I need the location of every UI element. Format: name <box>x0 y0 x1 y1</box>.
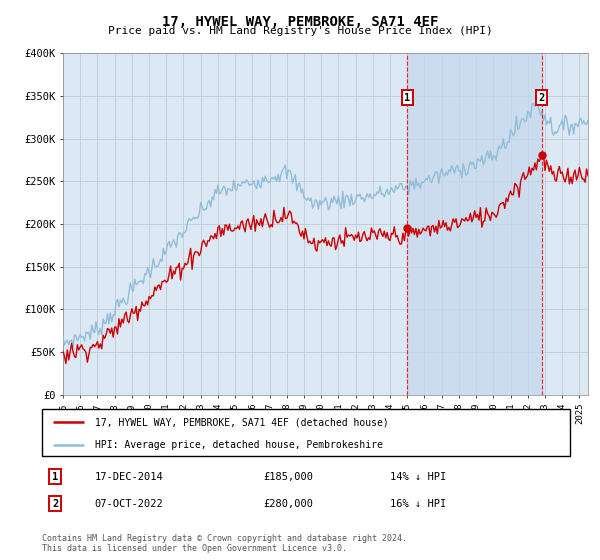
Text: 2: 2 <box>538 92 545 102</box>
Text: 16% ↓ HPI: 16% ↓ HPI <box>391 498 447 508</box>
Text: HPI: Average price, detached house, Pembrokeshire: HPI: Average price, detached house, Pemb… <box>95 440 383 450</box>
Text: Price paid vs. HM Land Registry's House Price Index (HPI): Price paid vs. HM Land Registry's House … <box>107 26 493 36</box>
Text: £185,000: £185,000 <box>264 472 314 482</box>
Text: 14% ↓ HPI: 14% ↓ HPI <box>391 472 447 482</box>
Text: 17, HYWEL WAY, PEMBROKE, SA71 4EF: 17, HYWEL WAY, PEMBROKE, SA71 4EF <box>162 15 438 29</box>
Text: 17, HYWEL WAY, PEMBROKE, SA71 4EF (detached house): 17, HYWEL WAY, PEMBROKE, SA71 4EF (detac… <box>95 417 389 427</box>
Text: 07-OCT-2022: 07-OCT-2022 <box>95 498 164 508</box>
Text: Contains HM Land Registry data © Crown copyright and database right 2024.
This d: Contains HM Land Registry data © Crown c… <box>42 534 407 553</box>
Bar <box>407 53 542 395</box>
Text: £280,000: £280,000 <box>264 498 314 508</box>
Text: 1: 1 <box>404 92 410 102</box>
Text: 1: 1 <box>52 472 58 482</box>
FancyBboxPatch shape <box>42 409 570 456</box>
Text: 17-DEC-2014: 17-DEC-2014 <box>95 472 164 482</box>
Text: 2: 2 <box>52 498 58 508</box>
